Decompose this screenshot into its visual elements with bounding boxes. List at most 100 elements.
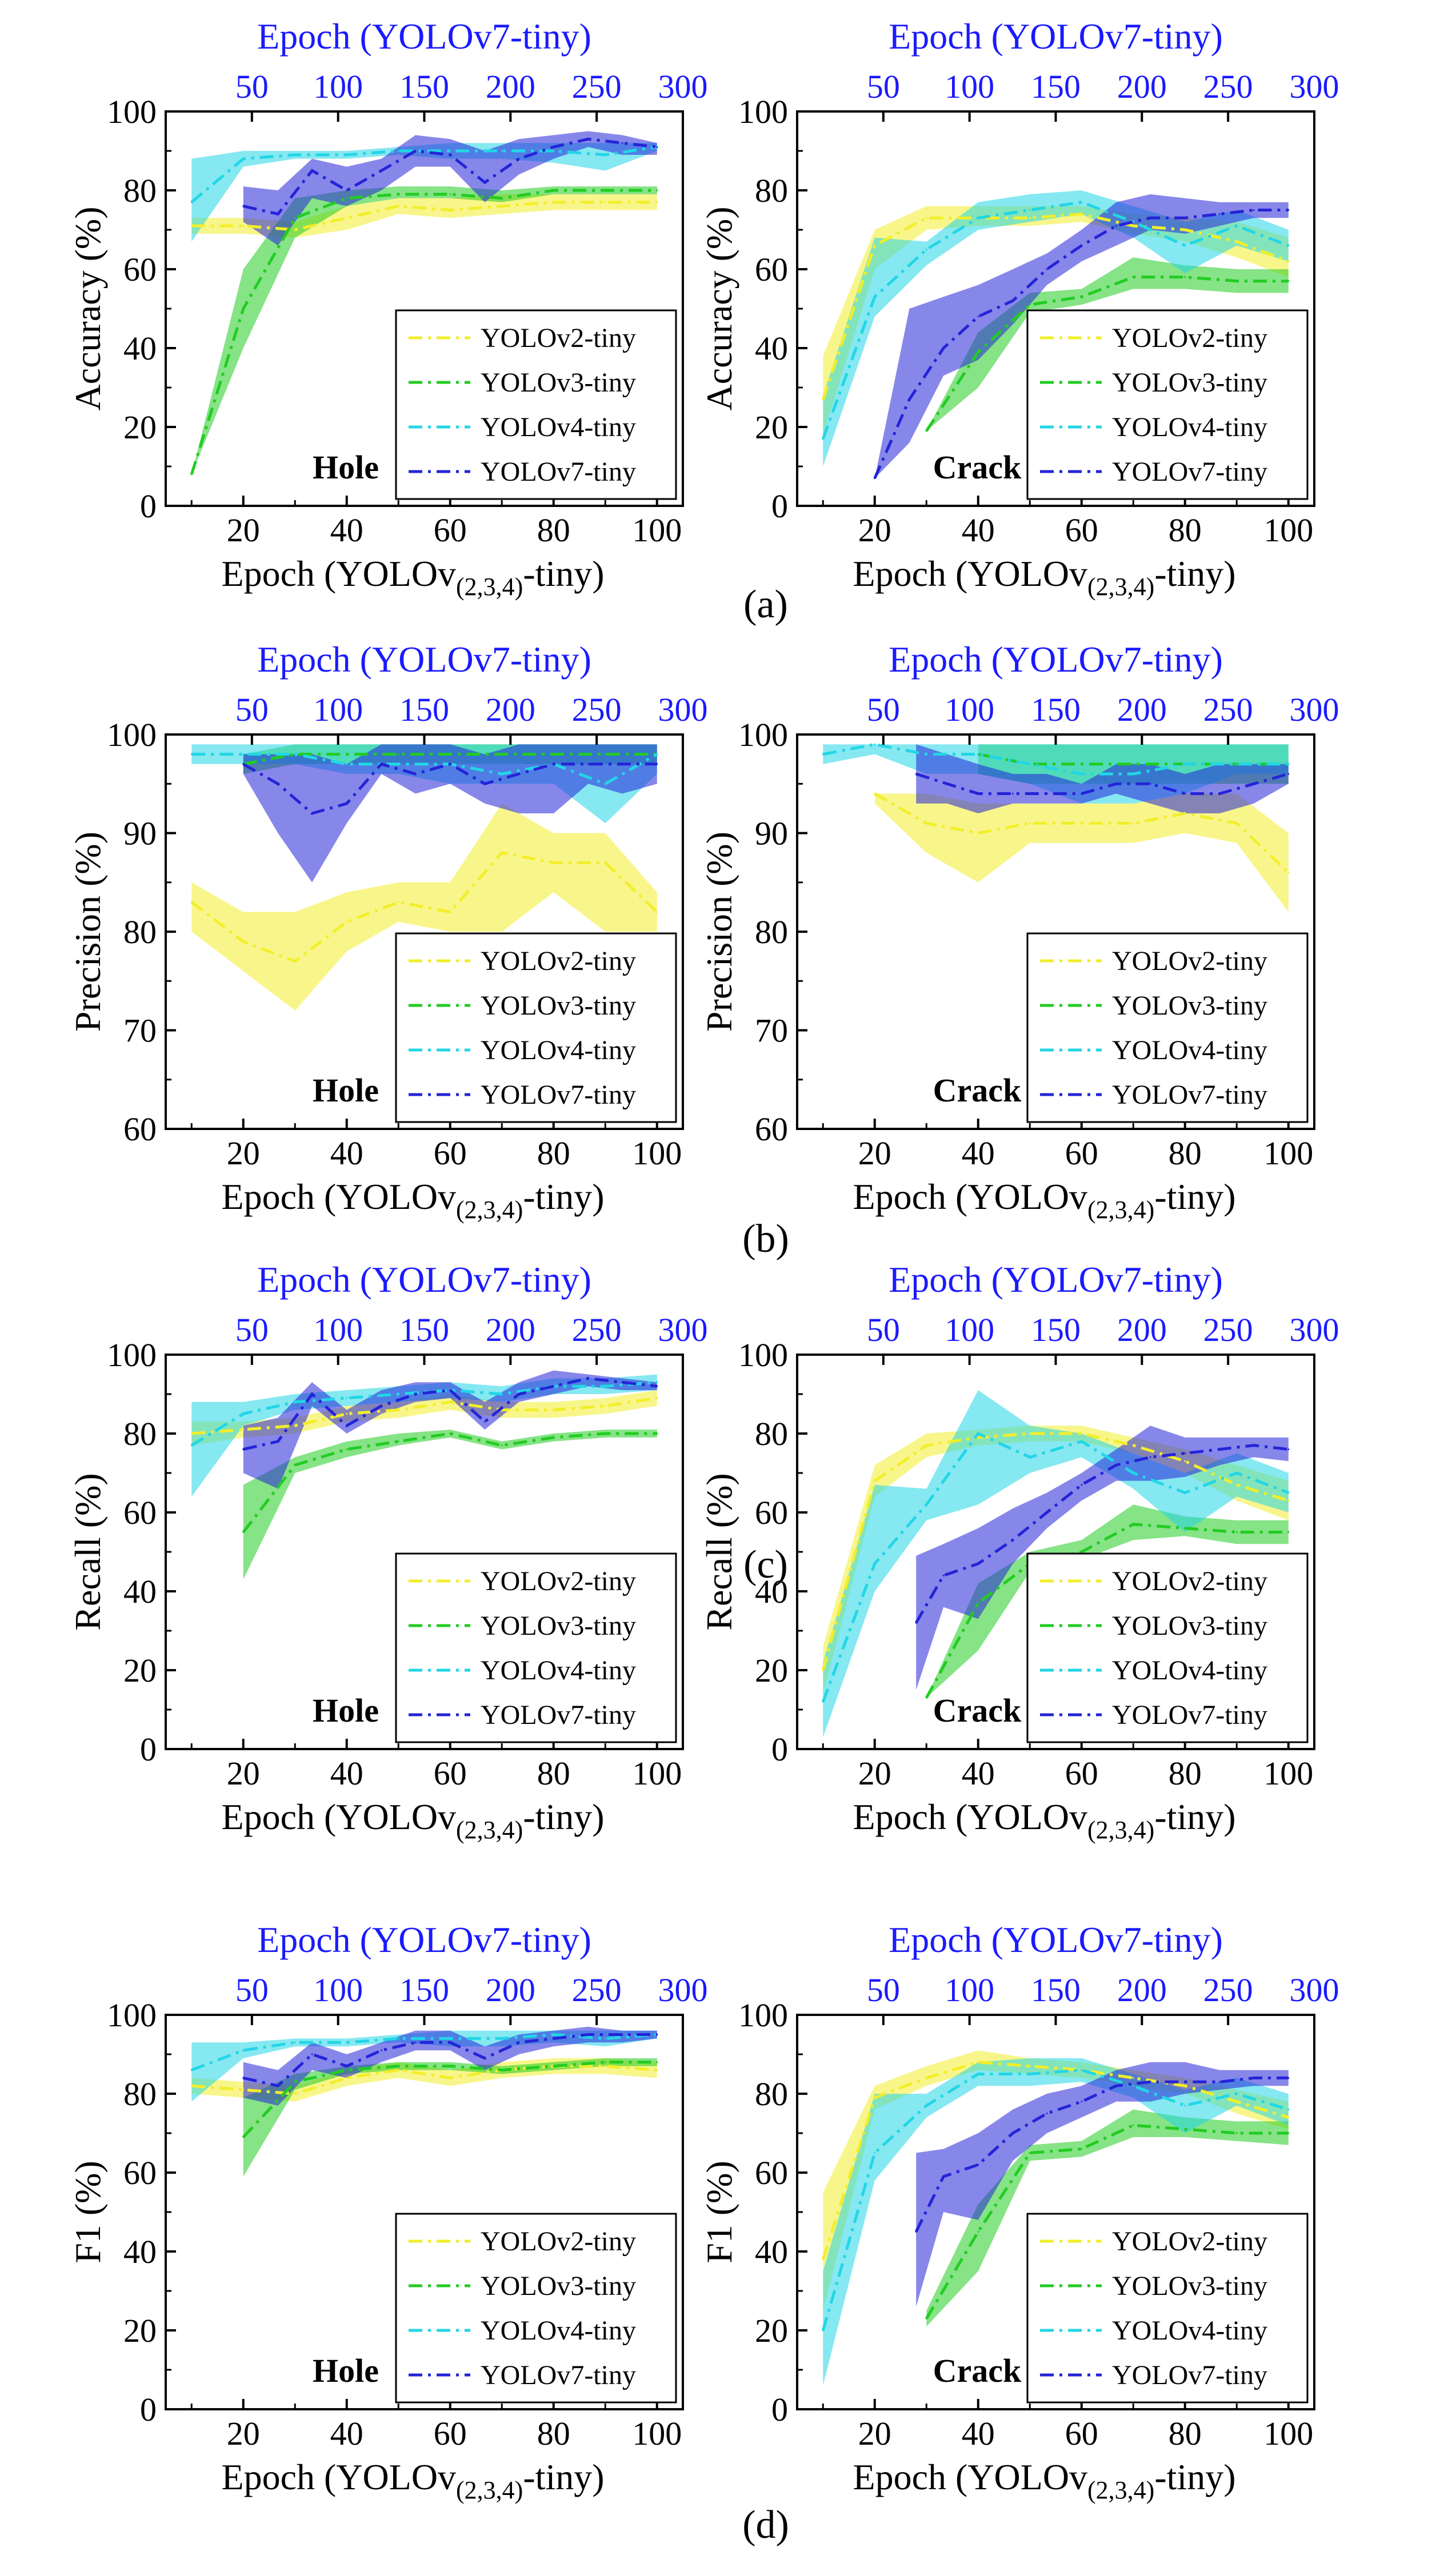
point-yolov7 (1011, 1539, 1014, 1541)
point-yolov3 (1029, 304, 1031, 306)
top-tick-label: 200 (486, 1971, 535, 2009)
point-yolov7 (1081, 245, 1083, 247)
point-yolov7 (1253, 783, 1255, 785)
legend-box (395, 932, 677, 1123)
point-yolov7 (346, 1424, 348, 1427)
point-yolov4 (294, 753, 296, 755)
x-axis-title-suffix: -tiny) (523, 2457, 604, 2497)
point-yolov4 (1235, 1472, 1238, 1474)
class-label: Hole (313, 449, 379, 486)
point-yolov3 (553, 1436, 555, 1439)
y-tick-label: 0 (140, 1731, 157, 1768)
point-yolov7 (414, 1393, 417, 1395)
top-tick-label: 150 (399, 1311, 449, 1348)
point-yolov3 (553, 753, 555, 755)
point-yolov2 (553, 201, 555, 203)
point-yolov7 (346, 2065, 348, 2067)
legend-box (395, 1552, 677, 1743)
x-tick-label: 100 (1263, 1755, 1313, 1792)
point-yolov2 (190, 2085, 193, 2087)
point-yolov2 (190, 225, 193, 227)
point-yolov7 (656, 2034, 658, 2035)
top-tick-label: 100 (313, 691, 363, 728)
point-yolov7 (380, 170, 382, 171)
x-tick-label: 60 (1065, 512, 1098, 549)
chart-b-crack: 20 40 60 80 100 60 70 80 90 100 50 100 150 200 250 300 E… (699, 639, 1339, 1224)
point-yolov4 (925, 2105, 927, 2107)
y-tick-label: 100 (107, 1997, 157, 2034)
point-yolov7 (621, 763, 623, 765)
point-yolov4 (822, 1700, 824, 1703)
point-yolov7 (621, 142, 623, 144)
point-yolov2 (1081, 822, 1083, 824)
point-yolov3 (346, 1448, 348, 1451)
line-yolov7 (915, 772, 1289, 795)
y-tick-label: 60 (755, 251, 788, 288)
y-tick-label: 100 (738, 1336, 788, 1374)
y-tick-label: 20 (123, 1652, 157, 1689)
point-yolov7 (977, 2163, 979, 2166)
band-yolov7 (916, 744, 1289, 813)
top-tick-label: 100 (945, 691, 994, 728)
x-tick-label: 20 (227, 1755, 260, 1792)
point-yolov4 (553, 2034, 555, 2035)
point-yolov4 (1287, 245, 1290, 247)
point-yolov4 (925, 249, 927, 250)
class-label: Hole (313, 1072, 379, 1109)
x-tick-label: 40 (962, 512, 995, 549)
point-yolov7 (553, 2037, 555, 2039)
y-tick-label: 90 (123, 815, 157, 852)
x-axis-title-main: Epoch (YOLOv (221, 1797, 456, 1837)
y-tick-label: 60 (755, 1494, 788, 1531)
x-tick-label: 60 (434, 1135, 467, 1172)
point-yolov7 (553, 763, 555, 765)
point-yolov2 (449, 2077, 451, 2079)
point-yolov2 (1132, 2077, 1134, 2079)
legend-label-yolov4: YOLOv4-tiny (481, 412, 636, 442)
top-tick-label: 250 (572, 691, 622, 728)
point-yolov7 (587, 138, 589, 140)
point-yolov4 (977, 217, 979, 219)
point-yolov2 (242, 940, 245, 943)
top-tick-label: 50 (235, 68, 269, 105)
line-yolov4 (191, 753, 658, 786)
point-yolov7 (449, 2041, 451, 2043)
point-yolov3 (397, 2065, 399, 2067)
y-tick-label: 100 (738, 1997, 788, 2034)
x-axis-title-suffix: -tiny) (1154, 1176, 1235, 1217)
top-axis-title: Epoch (YOLOv7-tiny) (257, 1919, 591, 1960)
point-yolov7 (915, 2231, 917, 2233)
class-label: Hole (313, 2352, 379, 2389)
point-yolov3 (553, 2065, 555, 2067)
y-tick-label: 20 (123, 2312, 157, 2349)
point-yolov3 (604, 189, 606, 191)
x-axis-title-sub: (2,3,4) (1087, 1816, 1154, 1844)
top-tick-label: 250 (1203, 68, 1253, 105)
y-axis-title: F1 (%) (699, 2161, 739, 2263)
point-yolov3 (1235, 2132, 1238, 2134)
point-yolov4 (874, 2152, 876, 2154)
point-yolov7 (621, 1381, 623, 1383)
point-yolov7 (1287, 1448, 1290, 1451)
point-yolov2 (874, 2097, 876, 2099)
legend-box (395, 309, 677, 500)
point-yolov7 (1149, 783, 1151, 785)
legend-label-yolov7: YOLOv7-tiny (1112, 457, 1267, 487)
point-yolov7 (483, 1420, 486, 1423)
point-yolov4 (822, 2329, 824, 2332)
point-yolov4 (190, 753, 193, 755)
point-yolov2 (822, 398, 824, 401)
x-axis-title-suffix: -tiny) (523, 553, 604, 594)
point-yolov2 (925, 217, 927, 219)
point-yolov7 (1046, 2113, 1048, 2114)
point-yolov7 (1287, 773, 1290, 775)
line-yolov7 (915, 1444, 1289, 1624)
top-tick-label: 50 (867, 68, 900, 105)
y-tick-label: 60 (123, 251, 157, 288)
point-yolov3 (604, 1432, 606, 1435)
point-yolov3 (501, 197, 503, 199)
band-yolov4 (823, 190, 1289, 466)
top-tick-label: 200 (486, 68, 535, 105)
point-yolov4 (1132, 221, 1134, 223)
point-yolov3 (449, 1432, 451, 1435)
